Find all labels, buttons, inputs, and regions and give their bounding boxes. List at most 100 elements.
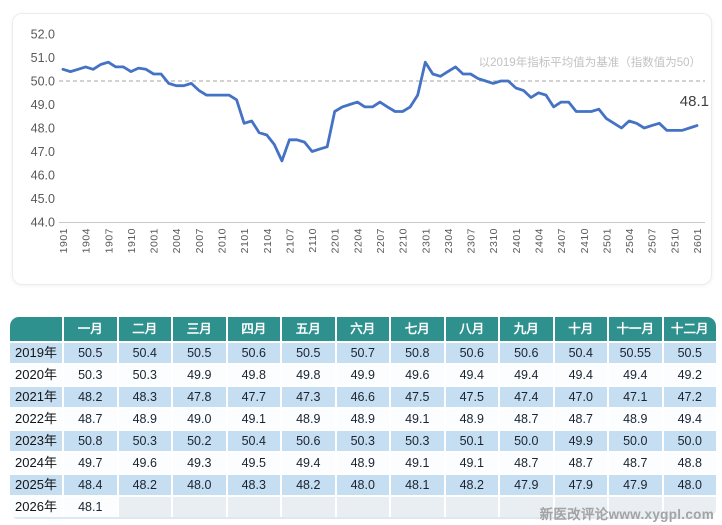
value-cell: 49.4: [445, 365, 498, 385]
value-cell: 47.1: [609, 387, 662, 407]
x-axis-tick: 2507: [647, 228, 659, 253]
month-header-1: 一月: [64, 317, 117, 341]
latest-value-label: 48.1: [680, 93, 709, 110]
year-label: 2020年: [10, 365, 62, 385]
value-cell: 47.8: [173, 387, 226, 407]
x-axis-tick: 2410: [579, 228, 591, 253]
year-label: 2023年: [10, 431, 62, 451]
value-cell: 48.7: [64, 409, 117, 429]
value-cell: 47.9: [500, 475, 553, 495]
value-cell: 47.0: [554, 387, 607, 407]
value-cell: 48.2: [118, 475, 171, 495]
value-cell: 49.4: [554, 365, 607, 385]
table-grid: 一月 二月 三月 四月 五月 六月 七月 八月 九月 十月 十一月 十二月 2019年 50.5 50.4 5…: [10, 317, 716, 517]
value-cell: 47.7: [227, 387, 280, 407]
x-axis-tick: 2401: [511, 228, 523, 253]
value-cell: 49.9: [554, 431, 607, 451]
value-cell: 50.4: [554, 343, 607, 363]
year-label: 2026年: [10, 497, 62, 517]
y-axis-tick: 51.0: [31, 51, 55, 65]
value-cell: 49.4: [500, 365, 553, 385]
value-cell: 49.3: [173, 453, 226, 473]
x-axis-tick: 2207: [375, 228, 387, 253]
month-header-9: 九月: [500, 317, 553, 341]
value-cell: 49.6: [118, 453, 171, 473]
x-axis-tick: 2204: [352, 228, 364, 253]
value-cell: 49.1: [391, 453, 444, 473]
y-axis-tick: 52.0: [31, 28, 55, 42]
month-header-8: 八月: [445, 317, 498, 341]
month-header-5: 五月: [282, 317, 335, 341]
value-cell: 47.2: [663, 387, 716, 407]
y-axis-tick: 44.0: [31, 216, 55, 230]
value-cell: 50.8: [391, 343, 444, 363]
x-axis-tick: 2510: [669, 228, 681, 253]
value-cell: 49.0: [173, 409, 226, 429]
value-cell: 50.4: [118, 343, 171, 363]
y-axis-tick: 48.0: [31, 122, 55, 136]
value-cell: 50.6: [282, 431, 335, 451]
value-cell: 48.9: [609, 409, 662, 429]
value-cell: 50.3: [118, 431, 171, 451]
value-cell: 49.8: [227, 365, 280, 385]
x-axis-tick: 2504: [624, 228, 636, 253]
value-cell: 50.2: [173, 431, 226, 451]
value-cell: [554, 497, 607, 517]
value-cell: 48.4: [64, 475, 117, 495]
value-cell: 49.8: [282, 365, 335, 385]
month-header-7: 七月: [391, 317, 444, 341]
value-cell: 50.0: [500, 431, 553, 451]
monthly-index-table: 一月 二月 三月 四月 五月 六月 七月 八月 九月 十月 十一月 十二月 2019年 50.5 50.4 5…: [10, 317, 716, 519]
value-cell: 50.6: [445, 343, 498, 363]
year-label: 2024年: [10, 453, 62, 473]
y-axis-tick: 45.0: [31, 192, 55, 206]
x-axis-tick: 2404: [534, 228, 546, 253]
x-axis-tick: 1901: [58, 228, 70, 253]
x-axis-tick: 2110: [307, 228, 319, 253]
value-cell: 50.3: [336, 431, 389, 451]
x-axis-tick: 2501: [601, 228, 613, 253]
x-axis-tick: 1907: [103, 228, 115, 253]
x-axis-tick: 2310: [488, 228, 500, 253]
month-header-12: 十二月: [663, 317, 716, 341]
value-cell: 48.2: [445, 475, 498, 495]
value-cell: 49.1: [445, 453, 498, 473]
value-cell: 48.7: [554, 453, 607, 473]
x-axis-tick: 2010: [217, 228, 229, 253]
table-corner-cell: [10, 317, 62, 341]
line-chart: 52.0 51.0 50.0 49.0 48.0 47.0 46.0 45.0 44.01901…: [31, 28, 709, 254]
value-cell: 50.5: [663, 343, 716, 363]
value-cell: 50.8: [64, 431, 117, 451]
x-axis-tick: 2601: [692, 228, 704, 253]
value-cell: [336, 497, 389, 517]
value-cell: 48.1: [64, 497, 117, 517]
x-axis-tick: 2210: [398, 228, 410, 253]
y-axis-tick: 47.0: [31, 145, 55, 159]
value-cell: 48.3: [227, 475, 280, 495]
year-label: 2019年: [10, 343, 62, 363]
value-cell: 50.0: [663, 431, 716, 451]
index-line-chart-card: 52.0 51.0 50.0 49.0 48.0 47.0 46.0 45.0 44.0 1901…: [12, 13, 712, 285]
x-axis-tick: 2101: [239, 228, 251, 253]
value-cell: 46.6: [336, 387, 389, 407]
value-cell: 47.5: [445, 387, 498, 407]
value-cell: 50.3: [391, 431, 444, 451]
value-cell: 49.6: [391, 365, 444, 385]
value-cell: 49.4: [282, 453, 335, 473]
baseline-annotation: 以2019年指标平均值为基准（指数值为50）: [479, 55, 701, 69]
value-cell: 50.5: [64, 343, 117, 363]
value-cell: 49.4: [663, 409, 716, 429]
value-cell: [609, 497, 662, 517]
value-cell: 49.2: [663, 365, 716, 385]
value-cell: [173, 497, 226, 517]
x-axis-tick: 2201: [330, 228, 342, 253]
month-header-4: 四月: [227, 317, 280, 341]
value-cell: 49.5: [227, 453, 280, 473]
value-cell: 49.7: [64, 453, 117, 473]
value-cell: [500, 497, 553, 517]
x-axis-tick: 2407: [556, 228, 568, 253]
y-axis-tick: 49.0: [31, 98, 55, 112]
value-cell: [282, 497, 335, 517]
value-cell: 50.0: [609, 431, 662, 451]
value-cell: 48.7: [609, 453, 662, 473]
